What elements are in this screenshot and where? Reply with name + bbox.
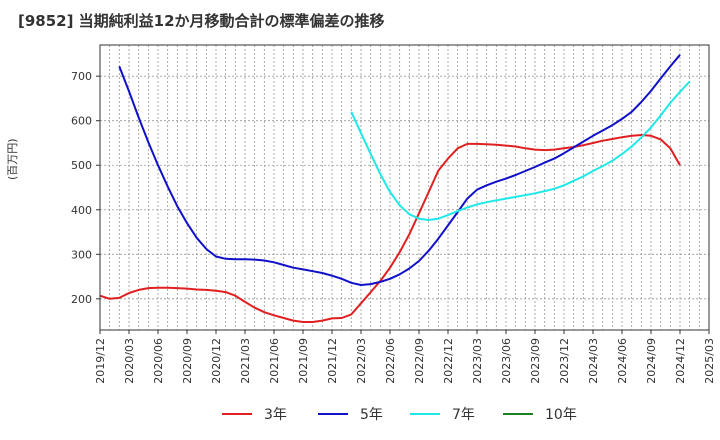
y-ticks: 200 300 400 500 600 700 — [71, 70, 100, 306]
x-tick-label: 2024/06 — [616, 338, 629, 384]
legend-label-10年: 10年 — [545, 407, 577, 423]
x-tick-label: 2024/03 — [587, 338, 600, 384]
x-tick-label: 2021/09 — [297, 338, 310, 384]
x-tick-label: 2023/06 — [500, 338, 513, 384]
x-tick-label: 2020/09 — [181, 338, 194, 384]
series-line-5年 — [118, 54, 681, 286]
x-tick-label: 2021/06 — [268, 338, 281, 384]
x-tick-label: 2022/06 — [384, 338, 397, 384]
x-tick-label: 2023/09 — [529, 338, 542, 384]
y-tick-label: 400 — [71, 204, 92, 217]
series-line-3年 — [99, 134, 681, 323]
y-tick-label: 200 — [71, 293, 92, 306]
x-tick-label: 2022/12 — [442, 338, 455, 384]
series-line-7年 — [350, 80, 691, 221]
y-tick-label: 700 — [71, 70, 92, 83]
x-tick-label: 2024/09 — [645, 338, 658, 384]
x-tick-label: 2019/12 — [94, 338, 107, 384]
y-tick-label: 500 — [71, 159, 92, 172]
x-tick-label: 2021/03 — [239, 338, 252, 384]
plot-frame — [99, 44, 710, 331]
legend-label-7年: 7年 — [452, 407, 475, 423]
y-tick-label: 600 — [71, 115, 92, 128]
chart-title: [9852] 当期純利益12か月移動合計の標準偏差の推移 — [18, 12, 385, 30]
series-layer — [99, 54, 691, 323]
x-tick-label: 2021/12 — [326, 338, 339, 384]
x-tick-label: 2022/03 — [355, 338, 368, 384]
x-tick-label: 2022/09 — [413, 338, 426, 384]
x-tick-label: 2024/12 — [674, 338, 687, 384]
x-tick-label: 2025/03 — [703, 338, 716, 384]
grid-layer — [100, 45, 709, 330]
y-tick-label: 300 — [71, 248, 92, 261]
x-ticks: 2019/12 2020/03 2020/06 2020/09 2020/12 2021/… — [94, 330, 716, 384]
x-tick-label: 2020/12 — [210, 338, 223, 384]
legend-label-5年: 5年 — [360, 407, 383, 423]
x-tick-label: 2020/03 — [123, 338, 136, 384]
x-tick-label: 2023/03 — [471, 338, 484, 384]
x-tick-label: 2023/12 — [558, 338, 571, 384]
legend: 3年 5年 7年 10年 — [222, 407, 577, 423]
x-tick-label: 2020/06 — [152, 338, 165, 384]
legend-label-3年: 3年 — [264, 407, 287, 423]
